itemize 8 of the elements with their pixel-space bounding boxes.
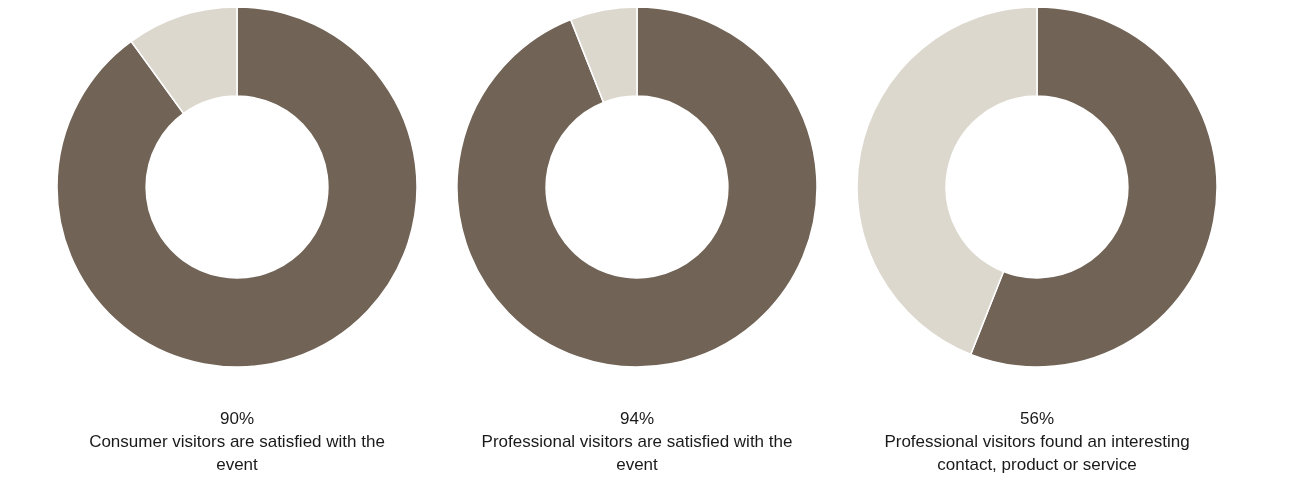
donut-slice — [456, 6, 818, 368]
text: Professional visitors are satisfied with the event — [481, 432, 793, 474]
text: Consumer visitors are satisfied with the event — [89, 432, 385, 474]
data-label: 56% — [1019, 409, 1055, 428]
data-label: 90% — [219, 409, 255, 428]
data-label: 94% — [619, 409, 655, 428]
text: Professional visitors found an interesting contact, product or service — [884, 432, 1190, 474]
donut-slice — [56, 6, 418, 368]
